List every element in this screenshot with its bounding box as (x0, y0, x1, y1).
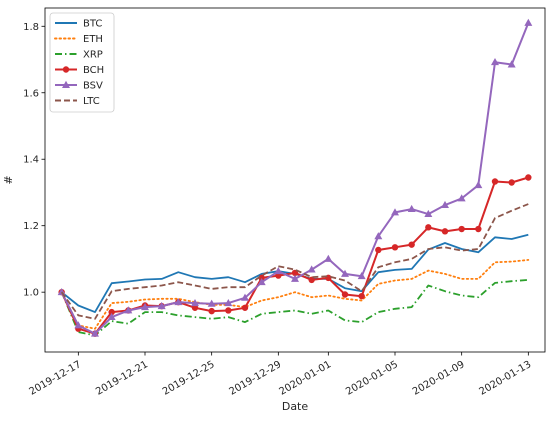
data-point-bsv (74, 321, 83, 329)
plot-frame (44, 7, 546, 353)
data-point-bch (458, 225, 465, 233)
data-point-bsv (141, 302, 149, 311)
x-tick-label: 2020-01-01 (277, 359, 333, 398)
data-point-bch (191, 304, 199, 311)
data-point-bch (108, 308, 115, 316)
legend-label-btc: BTC (83, 19, 102, 30)
data-point-bsv (324, 254, 333, 262)
series-line-ltc (60, 203, 529, 320)
legend-label-bch: BCH (83, 65, 104, 76)
data-point-bsv (357, 272, 366, 280)
data-point-bsv (491, 57, 499, 66)
data-point-bch (341, 291, 349, 298)
data-point-bsv (507, 60, 516, 68)
data-point-bsv (391, 208, 399, 216)
y-tick-label: 1.4 (23, 155, 39, 166)
data-point-bch (208, 307, 215, 315)
data-point-bch (241, 304, 249, 311)
data-point-bch (475, 225, 482, 233)
series-ltc (60, 203, 529, 320)
y-tick-label: 1.6 (23, 88, 39, 99)
data-point-bsv (91, 329, 99, 337)
legend-box (49, 12, 115, 113)
data-point-bsv (424, 209, 433, 218)
legend-item-xrp: XRP (55, 50, 103, 61)
series-bsv (57, 18, 533, 337)
legend-marker-bch (62, 66, 70, 73)
data-point-bch (258, 274, 265, 282)
series-line-bsv (60, 22, 530, 335)
legend: BTC ETH XRP BCH BSV LTC (49, 12, 115, 113)
legend-item-btc: BTC (55, 19, 102, 30)
legend-label-eth: ETH (83, 34, 103, 45)
data-point-bsv (524, 18, 533, 26)
data-point-bsv (474, 180, 483, 189)
x-tick-label: 2019-12-25 (161, 359, 217, 398)
data-point-bsv (257, 278, 266, 286)
data-point-bsv (374, 232, 383, 240)
x-tick-label: 2020-01-09 (411, 359, 467, 398)
data-point-bsv (224, 298, 233, 307)
data-point-bch (391, 244, 399, 251)
legend-item-eth: ETH (54, 34, 103, 45)
y-tick-label: 1.2 (23, 221, 39, 232)
series-layer (57, 18, 533, 337)
legend-item-bch: BCH (55, 65, 104, 76)
data-point-bsv (57, 287, 66, 296)
series-xrp (60, 279, 529, 337)
legend-label-ltc: LTC (83, 96, 100, 107)
x-tick-label: 2019-12-29 (227, 359, 283, 398)
data-point-bsv (457, 194, 466, 202)
data-point-bsv (274, 267, 283, 275)
y-tick-label: 1.0 (23, 288, 39, 299)
data-point-bsv (107, 312, 116, 321)
x-tick-label: 2019-12-21 (94, 359, 150, 398)
data-point-bch (491, 178, 499, 185)
data-point-bch (441, 228, 449, 235)
data-point-bsv (291, 274, 299, 282)
series-line-eth (60, 258, 530, 330)
data-point-bsv (341, 269, 349, 277)
data-point-bch (375, 246, 382, 254)
data-point-bch (308, 276, 315, 284)
data-point-bsv (207, 299, 216, 307)
x-axis: 2019-12-17 2019-12-21 2019-12-25 2019-12-29… (27, 352, 533, 398)
data-point-bch (358, 292, 365, 300)
y-axis: 1.0 1.2 1.4 1.6 1.8 (23, 22, 45, 299)
data-point-bch (508, 179, 515, 186)
data-point-bch (425, 224, 432, 231)
legend-label-bsv: BSV (83, 81, 103, 92)
legend-item-bsv: BSV (55, 81, 103, 92)
x-axis-label: Date (282, 400, 309, 413)
y-tick-label: 1.8 (23, 22, 39, 33)
data-point-bsv (191, 298, 199, 307)
legend-label-xrp: XRP (83, 50, 103, 61)
data-point-bsv (174, 297, 183, 306)
data-point-bsv (407, 204, 416, 213)
y-axis-label: # (2, 175, 15, 184)
series-eth (60, 258, 530, 330)
data-point-bch (525, 174, 532, 181)
x-tick-label: 2019-12-17 (27, 359, 83, 398)
legend-item-ltc: LTC (55, 96, 100, 107)
data-point-bsv (157, 301, 166, 310)
data-point-bsv (441, 200, 449, 209)
x-tick-label: 2020-01-05 (344, 359, 400, 398)
x-tick-label: 2020-01-13 (477, 359, 533, 398)
data-point-bch (408, 241, 415, 248)
legend-marker-bsv (62, 80, 70, 88)
data-point-bsv (307, 265, 316, 273)
data-point-bch (225, 307, 232, 314)
data-point-bsv (124, 306, 133, 314)
series-line-xrp (60, 279, 529, 337)
data-point-bsv (241, 293, 249, 301)
